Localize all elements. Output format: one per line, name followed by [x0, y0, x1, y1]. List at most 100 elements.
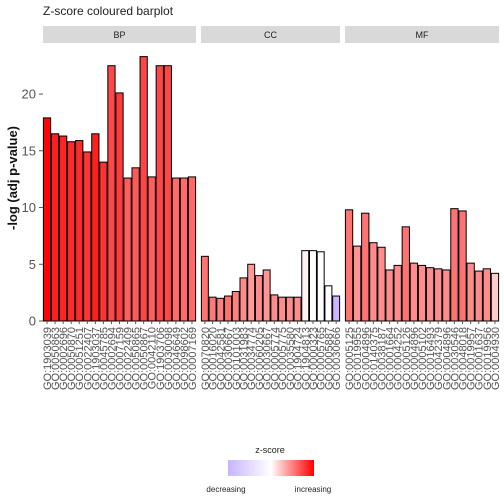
bar [393, 264, 402, 322]
x-tick-label: GO:0005765 [316, 327, 328, 390]
x-tick-label: GO:0030546 [449, 327, 461, 390]
bar [270, 294, 279, 322]
x-tick-label: GO:0070820 [200, 327, 212, 390]
x-tick-label: GO:0004896 [360, 327, 372, 390]
facet-strip-label: MF [416, 30, 429, 40]
x-tick-label: GO:0000323 [308, 327, 320, 390]
x-tick-label: GO:0001664 [385, 327, 397, 390]
x-tick-label: GO:0042581 [215, 327, 227, 390]
x-tick-label: GO:0030666 [331, 327, 343, 390]
facet-panel-cc: CCGO:0070820GO:0016020GO:0042581GO:00306… [200, 26, 343, 390]
x-tick-label: GO:0002694 [106, 327, 118, 390]
x-tick-label: GO:0007159 [115, 327, 127, 390]
x-tick-label: GO:0051251 [74, 327, 86, 390]
x-tick-label: GO:0004896 [409, 327, 421, 390]
bar [308, 250, 317, 322]
bar [450, 208, 459, 322]
bar [353, 245, 362, 322]
bar [247, 263, 256, 322]
bar [50, 133, 60, 322]
bar [301, 250, 310, 322]
bar [466, 262, 475, 322]
bar [482, 268, 491, 322]
x-tick-label: GO:0101003 [231, 327, 243, 390]
x-tick-label: GO:0030667 [223, 327, 235, 390]
x-tick-label: GO:0005125 [344, 327, 356, 390]
legend-low-label: decreasing [206, 485, 245, 494]
bar [278, 296, 287, 322]
bar [344, 209, 354, 322]
bar [409, 262, 419, 322]
z-score-legend: z-score decreasing increasing [206, 445, 331, 494]
facet-panel-bp: BPGO:1903039GO:0050863GO:0002696GO:00508… [42, 26, 199, 390]
x-tick-label: GO:1904813 [300, 327, 312, 390]
bar [385, 269, 394, 322]
y-axis-label: -log (adj p-value) [5, 126, 20, 230]
x-tick-label: GO:0031983 [238, 327, 250, 390]
x-tick-label: GO:0035580 [285, 327, 297, 390]
legend-colorbar [228, 460, 314, 476]
bar [231, 290, 240, 322]
bar [139, 56, 148, 322]
y-tick-label: 5 [29, 257, 36, 272]
bar [179, 177, 189, 322]
bar [458, 210, 467, 322]
x-tick-label: GO:0038187 [376, 327, 388, 390]
bar [369, 242, 378, 322]
y-tick-label: 15 [22, 143, 36, 158]
x-tick-label: GO:0016020 [208, 327, 220, 390]
facet-strip [345, 26, 499, 43]
bar [131, 167, 140, 322]
bar [75, 140, 84, 322]
facet-strip [43, 26, 196, 43]
x-tick-label: GO:0050867 [139, 327, 151, 390]
x-tick-label: GO:0048018 [458, 327, 470, 390]
x-tick-label: GO:0046649 [171, 327, 183, 390]
x-tick-label: GO:0030098 [163, 327, 175, 390]
x-tick-label: GO:0005774 [269, 327, 281, 390]
bar [155, 65, 164, 322]
bar [254, 275, 263, 322]
bar [224, 295, 233, 322]
x-tick-label: GO:1904724 [293, 327, 305, 390]
bar [293, 296, 302, 322]
x-tick-label: GO:0002696 [58, 327, 70, 390]
bar [285, 296, 294, 322]
bar [324, 285, 333, 322]
bar [67, 141, 76, 322]
y-tick-label: 20 [22, 87, 36, 102]
bar [83, 151, 92, 322]
x-tick-label: GO:0022409 [123, 327, 135, 390]
bar [99, 161, 108, 322]
x-tick-label: GO:0030667 [262, 327, 274, 390]
x-tick-label: GO:0042110 [147, 327, 159, 389]
y-tick-label: 0 [29, 314, 36, 329]
bar [262, 269, 271, 322]
x-tick-label: GO:0019957 [466, 327, 478, 390]
x-tick-label: GO:0034774 [246, 327, 258, 390]
x-tick-label: GO:0007169 [187, 327, 199, 390]
bar [187, 176, 197, 322]
x-tick-label: GO:1903706 [155, 327, 167, 390]
x-tick-label: GO:0005126 [401, 327, 413, 390]
bar [163, 65, 172, 322]
bar [216, 297, 225, 322]
legend-title: z-score [255, 445, 285, 455]
x-tick-label: GO:0005887 [323, 327, 335, 390]
x-tick-label: GO:0016493 [425, 327, 437, 390]
x-tick-label: GO:0022407 [82, 327, 94, 390]
x-tick-label: GO:0098602 [179, 327, 191, 390]
bar [42, 117, 52, 322]
bar [59, 135, 68, 322]
bar [115, 92, 124, 322]
x-tick-label: GO:0140375 [368, 327, 380, 390]
x-tick-label: GO:0050865 [131, 327, 143, 390]
x-tick-label: GO:0005102 [417, 327, 429, 390]
bar [474, 270, 483, 322]
bar [123, 177, 132, 322]
bar [316, 251, 325, 322]
bar [425, 267, 435, 322]
x-tick-label: GO:0019955 [352, 327, 364, 390]
bar [107, 65, 116, 322]
chart-title: Z-score coloured barplot [43, 4, 174, 18]
